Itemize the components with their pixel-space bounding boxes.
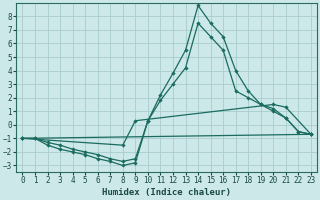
X-axis label: Humidex (Indice chaleur): Humidex (Indice chaleur) bbox=[102, 188, 231, 197]
